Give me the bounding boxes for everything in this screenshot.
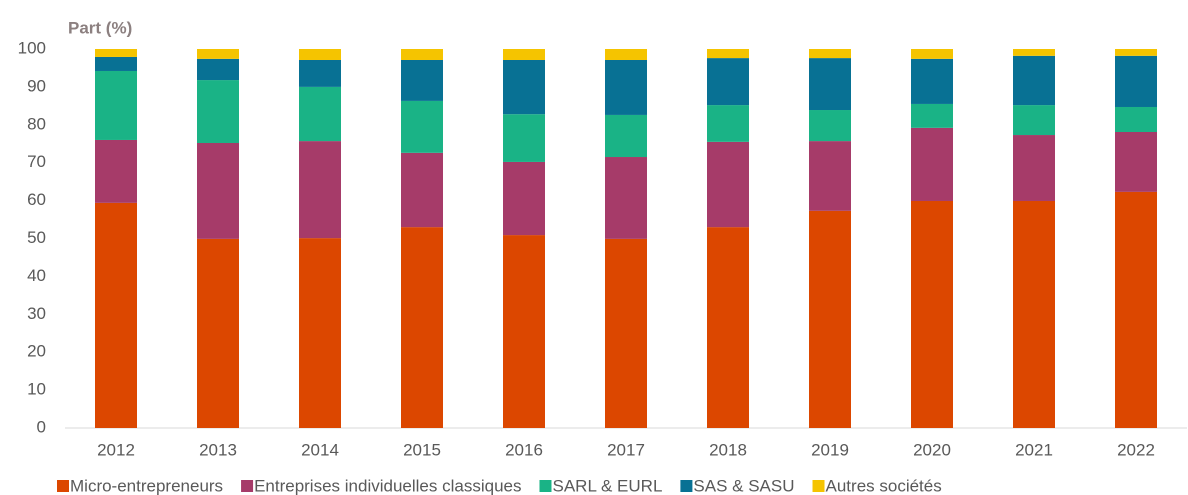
bar-segment [299, 59, 341, 87]
bar-segment [197, 142, 239, 239]
y-tick-label: 10 [27, 380, 46, 399]
bar-segment [503, 161, 545, 236]
bar-segment [503, 114, 545, 162]
x-tick-label: 2017 [607, 440, 645, 459]
bar-segment [911, 58, 953, 104]
legend-swatch [680, 480, 693, 492]
bar-segment [809, 58, 851, 111]
bar-segment [197, 238, 239, 428]
x-tick-label: 2020 [913, 440, 951, 459]
legend-swatch [241, 480, 254, 492]
bar-segment [401, 100, 443, 153]
bar-segment [605, 49, 647, 60]
bar-segment [401, 152, 443, 228]
bar-segment [299, 86, 341, 142]
bar-segment [95, 56, 137, 71]
bar-segment [911, 127, 953, 201]
y-tick-label: 70 [27, 152, 46, 171]
bar-segment [95, 202, 137, 428]
bar-segment [401, 49, 443, 60]
legend-swatch [812, 480, 825, 492]
bar-segment [809, 49, 851, 59]
x-tick-label: 2014 [301, 440, 339, 459]
legend-label: Entreprises individuelles classiques [254, 476, 521, 495]
bar-segment [95, 139, 137, 203]
bar-segment [197, 58, 239, 81]
legend-swatch [539, 480, 552, 492]
bar-segment [1013, 49, 1055, 56]
legend-label: Micro-entrepreneurs [70, 476, 223, 495]
bar-segment [809, 210, 851, 428]
x-tick-label: 2015 [403, 440, 441, 459]
bar-segment [605, 59, 647, 115]
bar-segment [197, 49, 239, 59]
y-tick-label: 0 [37, 417, 46, 436]
bar-segment [299, 141, 341, 239]
x-tick-label: 2022 [1117, 440, 1155, 459]
bar-segment [197, 80, 239, 143]
bar-segment [911, 49, 953, 59]
bar-segment [1013, 200, 1055, 428]
bar-segment [299, 49, 341, 60]
bar-segment [707, 49, 749, 59]
bar-segment [95, 70, 137, 140]
x-tick-label: 2012 [97, 440, 135, 459]
bar-segment [605, 157, 647, 239]
bar-segment [911, 200, 953, 428]
x-tick-label: 2019 [811, 440, 849, 459]
x-tick-label: 2016 [505, 440, 543, 459]
bar-segment [1115, 191, 1157, 428]
legend-label: SARL & EURL [552, 476, 662, 495]
bar-segment [707, 105, 749, 142]
bar-segment [1115, 132, 1157, 192]
bar-segment [1115, 49, 1157, 56]
bar-segment [707, 227, 749, 428]
legend-label: SAS & SASU [693, 476, 794, 495]
legend-swatch [57, 480, 69, 492]
y-tick-label: 60 [27, 190, 46, 209]
bar-segment [809, 141, 851, 211]
bar-segment [1013, 105, 1055, 136]
y-axis-title: Part (%) [68, 18, 132, 37]
bar-segment [605, 114, 647, 158]
bar-segment [503, 235, 545, 428]
bar-segment [605, 238, 647, 428]
bar-segment [1115, 106, 1157, 133]
y-tick-label: 50 [27, 228, 46, 247]
bar-segment [1115, 55, 1157, 107]
x-tick-label: 2021 [1015, 440, 1053, 459]
y-tick-label: 80 [27, 114, 46, 133]
bar-segment [911, 103, 953, 128]
legend-label: Autres sociétés [826, 476, 942, 495]
bar-segment [1013, 135, 1055, 201]
bar-segment [503, 49, 545, 60]
bar-segment [401, 59, 443, 101]
bar-segment [95, 49, 137, 57]
bar-segment [1013, 55, 1055, 106]
y-tick-label: 100 [18, 38, 46, 57]
y-tick-label: 20 [27, 342, 46, 361]
bar-segment [707, 141, 749, 228]
y-tick-label: 90 [27, 76, 46, 95]
bar-segment [401, 227, 443, 428]
bar-segment [299, 238, 341, 428]
y-tick-label: 30 [27, 304, 46, 323]
bar-segment [503, 59, 545, 115]
x-tick-label: 2018 [709, 440, 747, 459]
bar-segment [809, 110, 851, 142]
x-tick-label: 2013 [199, 440, 237, 459]
bar-segment [707, 58, 749, 106]
y-tick-label: 40 [27, 266, 46, 285]
